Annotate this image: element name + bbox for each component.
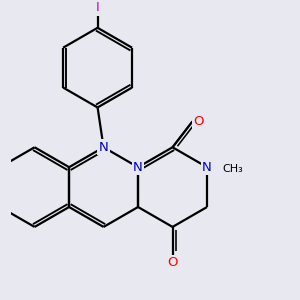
Text: O: O [167,256,178,269]
Text: N: N [99,141,108,154]
Text: CH₃: CH₃ [222,164,243,174]
Text: I: I [96,2,100,14]
Text: O: O [193,115,204,128]
Text: N: N [202,161,212,174]
Text: N: N [133,161,143,174]
